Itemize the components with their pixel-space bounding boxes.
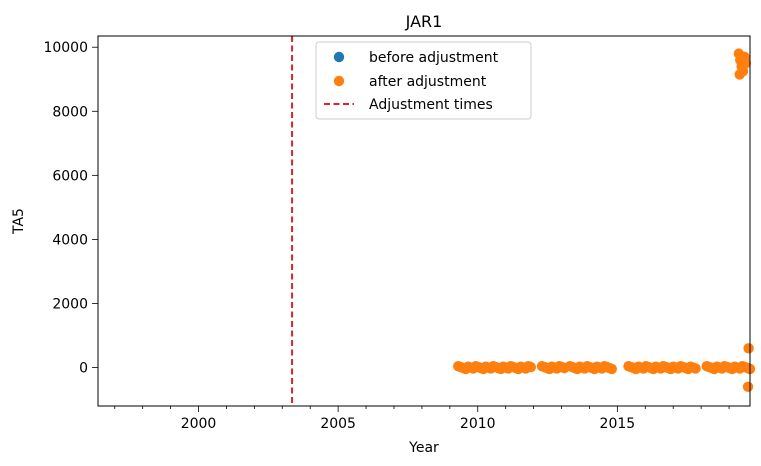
x-tick-label: 2015 [600, 416, 636, 432]
after-adjustment-point [525, 361, 537, 373]
legend: before adjustment after adjustment Adjus… [315, 41, 532, 120]
legend-label-before-adjustment: before adjustment [369, 50, 499, 66]
after-adjustment-point [742, 381, 754, 392]
x-tick-label: 2010 [460, 416, 496, 432]
after-adjustment-point [690, 363, 701, 374]
y-tick-label: 6000 [52, 168, 88, 184]
after-adjustment-point [743, 343, 754, 354]
after-adjustment-point [606, 363, 617, 375]
y-tick-label: 0 [79, 361, 88, 377]
legend-label-after-adjustment: after adjustment [369, 74, 487, 90]
y-axis-label: TA5 [11, 208, 27, 235]
legend-marker-after-adjustment [333, 75, 345, 87]
legend-label-adjustment-times: Adjustment times [369, 97, 493, 113]
legend-marker-before-adjustment [333, 51, 345, 63]
chart-title: JAR1 [405, 12, 443, 31]
y-axis: 0 2000 4000 6000 8000 10000 [43, 40, 98, 377]
y-tick-label: 4000 [52, 232, 88, 248]
y-tick-label: 10000 [43, 40, 88, 56]
x-axis-label: Year [408, 440, 439, 456]
x-axis: 2000 2005 2010 2015 [114, 406, 730, 432]
y-tick-label: 2000 [52, 296, 88, 312]
plot-area [291, 36, 756, 406]
after-adjustment-point [740, 56, 751, 67]
axes-frame [97, 35, 751, 407]
x-tick-label: 2000 [181, 416, 217, 432]
legend-box [315, 41, 532, 120]
y-tick-label: 8000 [52, 104, 88, 120]
x-tick-label: 2005 [320, 416, 356, 432]
